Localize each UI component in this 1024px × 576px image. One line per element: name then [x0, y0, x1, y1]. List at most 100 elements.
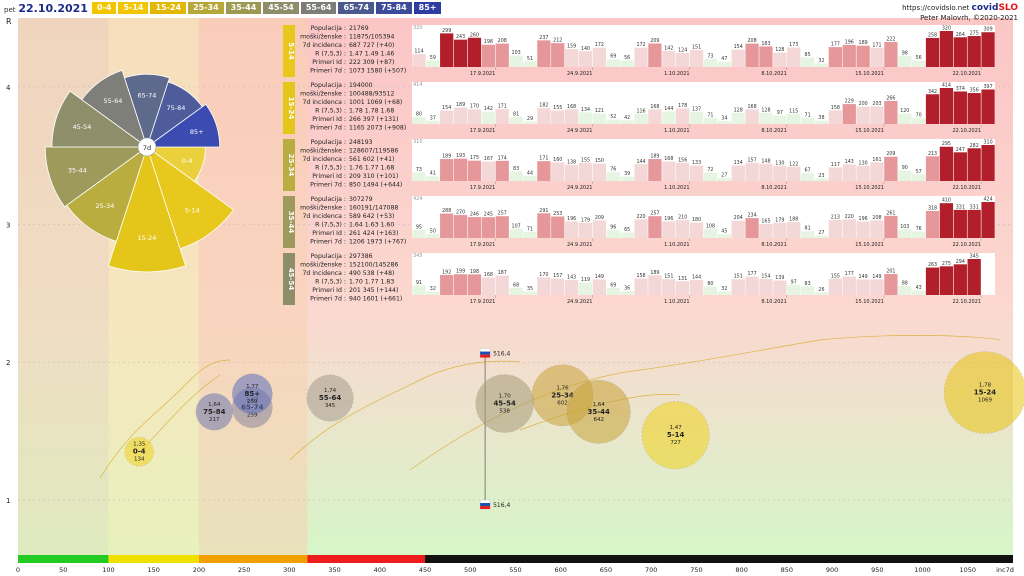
bar-group: 29	[523, 116, 537, 124]
info-value: 687 727 (+40)	[349, 42, 394, 49]
bar-group: 270	[453, 210, 468, 238]
bar	[912, 290, 926, 295]
pie-slice	[124, 73, 170, 149]
header-left: pet 22.10.2021	[4, 2, 88, 15]
site-url[interactable]: https://covidslo.net	[902, 4, 970, 12]
bubble	[195, 393, 233, 431]
bar	[870, 106, 884, 124]
bar	[648, 159, 662, 181]
bar	[967, 93, 981, 124]
bar-group: 51	[523, 56, 537, 67]
bar	[939, 266, 954, 295]
bar	[523, 121, 537, 124]
bar-group: 155	[578, 158, 593, 181]
bar	[648, 216, 662, 238]
date-label: 15.10.2021	[855, 299, 884, 305]
bar-group: 257	[648, 211, 662, 238]
bubble	[943, 351, 1024, 434]
bar-group: 310	[981, 140, 995, 181]
bar-value: 253	[553, 211, 562, 217]
bubble-age-label: 25-34	[551, 391, 574, 399]
bar-group: 170	[537, 272, 551, 295]
bar	[634, 219, 648, 238]
bar-group: 171	[537, 156, 551, 181]
info-label: 7d incidenca :	[303, 213, 347, 220]
info-value: 1073 1580 (+507)	[349, 68, 406, 75]
bar	[842, 104, 856, 124]
date-label: 24.9.2021	[567, 71, 592, 77]
bar	[412, 172, 426, 181]
info-value: 248193	[349, 139, 373, 146]
bar-group: 80	[703, 281, 718, 295]
bar-group: 32	[717, 286, 731, 295]
bar	[759, 46, 773, 67]
bar-group: 170	[467, 104, 482, 124]
bar-value: 168	[748, 104, 757, 110]
bar-value: 154	[442, 105, 451, 111]
bar-ymax-label: 345	[413, 253, 423, 259]
bar	[773, 280, 787, 295]
pie-slice-label: 85+	[190, 128, 204, 136]
info-label: R (7,5,3) :	[315, 279, 346, 286]
info-value: 1.76 1.77 1.68	[349, 165, 394, 172]
pie-slice	[51, 90, 149, 148]
bar-group: 131	[676, 276, 690, 295]
bar-value: 144	[636, 159, 645, 165]
bar-group: 130	[773, 160, 787, 181]
bar-value: 168	[650, 104, 659, 110]
bar-group: 67	[800, 168, 815, 181]
info-label: R (7,5,3) :	[315, 222, 346, 229]
bar	[578, 112, 593, 124]
bar-value: 65	[624, 227, 630, 233]
info-label: Populacija :	[311, 139, 346, 146]
bar-group: 189	[648, 154, 662, 181]
bubble-r-value: 1,64	[208, 402, 221, 408]
bar-value: 245	[484, 212, 493, 218]
bar-value: 410	[942, 198, 951, 204]
bar	[453, 158, 468, 181]
bar	[773, 52, 787, 67]
bar-group: 189	[440, 154, 454, 181]
bar-value: 196	[567, 216, 576, 222]
bar	[967, 148, 981, 181]
bar-group: 151	[662, 274, 676, 295]
info-label: Primeri 7d :	[310, 68, 346, 75]
scale-band	[108, 555, 199, 563]
bubble-r-value: 1,35	[133, 442, 146, 448]
bubble-age-label: 75-84	[203, 408, 226, 416]
bubble-inc-value: 259	[247, 399, 258, 405]
bar-value: 44	[527, 170, 533, 176]
y-axis-label: R	[6, 17, 12, 26]
slo-flag	[480, 503, 491, 507]
bar	[551, 110, 565, 124]
bubble-r-value: 1,76	[556, 385, 569, 391]
bar	[870, 279, 884, 295]
bar	[814, 292, 829, 295]
date-label: 8.10.2021	[761, 128, 786, 134]
bar	[578, 282, 593, 295]
bubble	[641, 401, 710, 470]
bar-value: 81	[805, 226, 811, 232]
bar-value: 69	[610, 282, 616, 288]
pie-slice-label: 45-54	[72, 123, 91, 131]
bar-group: 309	[981, 27, 995, 67]
bar-value: 128	[775, 47, 784, 53]
bar	[981, 145, 995, 181]
bar	[731, 165, 745, 181]
info-label: R (7,5,3) :	[315, 51, 346, 58]
bar-value: 208	[748, 38, 757, 44]
date-label: 8.10.2021	[761, 71, 786, 77]
info-label: moški/ženske :	[300, 90, 346, 98]
bar-group: 414	[939, 83, 954, 124]
info-value: 490 538 (+48)	[349, 270, 394, 277]
bar-value: 171	[539, 156, 548, 162]
y-tick-label: 1	[6, 497, 10, 505]
bar	[606, 119, 620, 124]
bar	[453, 274, 468, 295]
bar-group: 108	[703, 223, 718, 238]
bar-group: 69	[606, 54, 620, 67]
bar-group: 47	[717, 56, 731, 67]
bar-group: 76	[606, 167, 620, 181]
bar-group: 90	[898, 165, 912, 181]
bar	[717, 61, 731, 67]
